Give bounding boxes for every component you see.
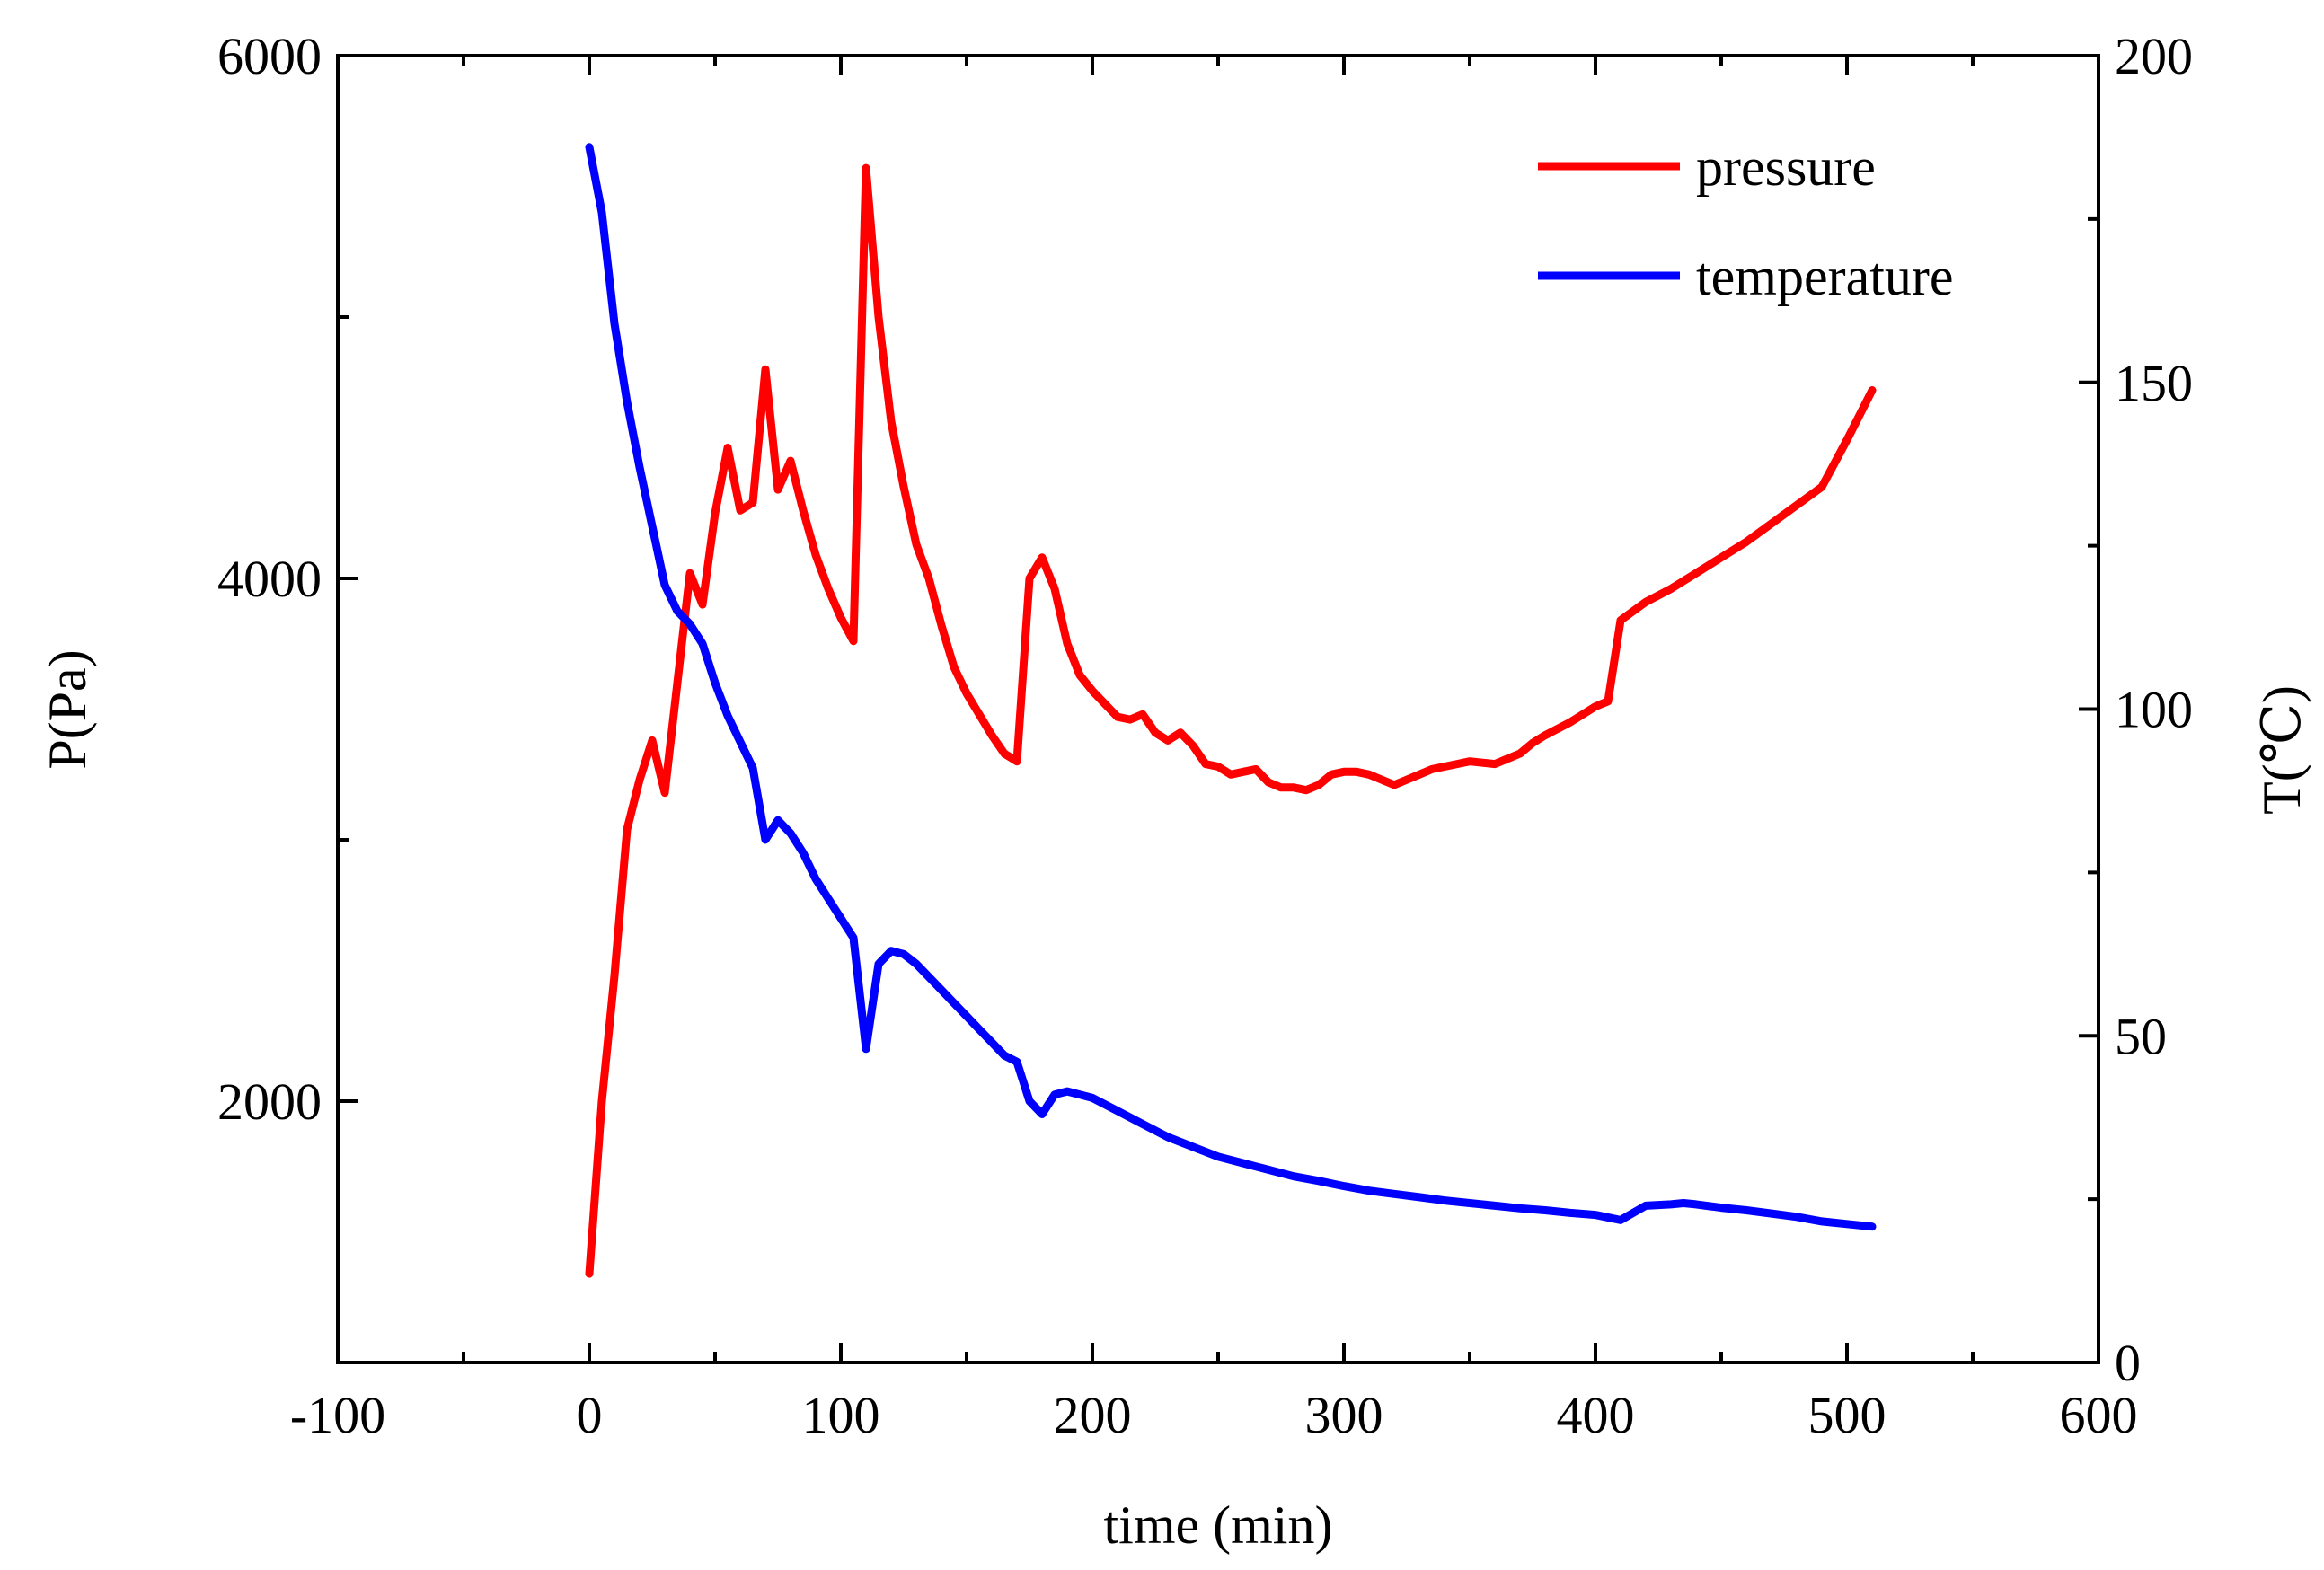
y-left-tick-label: 4000 — [217, 550, 322, 608]
x-tick-label: 300 — [1305, 1386, 1383, 1444]
x-tick-label: 500 — [1808, 1386, 1887, 1444]
y-left-tick-label: 6000 — [217, 27, 322, 85]
y-right-tick-label: 100 — [2115, 681, 2193, 739]
legend-label-temperature: temperature — [1696, 247, 1954, 306]
x-axis-title: time (min) — [1104, 1495, 1333, 1555]
y-axis-left-title: P(Pa) — [38, 649, 97, 769]
x-tick-label: 400 — [1557, 1386, 1635, 1444]
legend: pressure temperature — [1538, 137, 1954, 306]
series-layer — [585, 143, 1877, 1278]
y-axis-right-title: T(℃) — [2252, 685, 2311, 815]
x-tick-label: 200 — [1054, 1386, 1132, 1444]
x-tick-label: 100 — [802, 1386, 880, 1444]
y-right-tick-label: 50 — [2115, 1007, 2167, 1065]
y-right-tick-label: 200 — [2115, 27, 2193, 85]
x-tick-label: 0 — [577, 1386, 603, 1444]
series-line-pressure — [585, 163, 1877, 1278]
series-line-temperature — [585, 143, 1877, 1231]
y-right-tick-label: 150 — [2115, 354, 2193, 412]
y-axis-left: 2000 4000 6000 — [217, 27, 358, 1364]
y-axis-right: 0 50 100 150 200 — [2079, 27, 2193, 1392]
x-tick-label: 600 — [2060, 1386, 2138, 1444]
x-axis: -100 0 100 200 300 400 500 600 — [290, 56, 2138, 1444]
x-tick-label: -100 — [290, 1386, 385, 1444]
legend-label-pressure: pressure — [1696, 137, 1876, 197]
y-left-tick-label: 2000 — [217, 1072, 322, 1131]
y-right-tick-label: 0 — [2115, 1334, 2141, 1392]
